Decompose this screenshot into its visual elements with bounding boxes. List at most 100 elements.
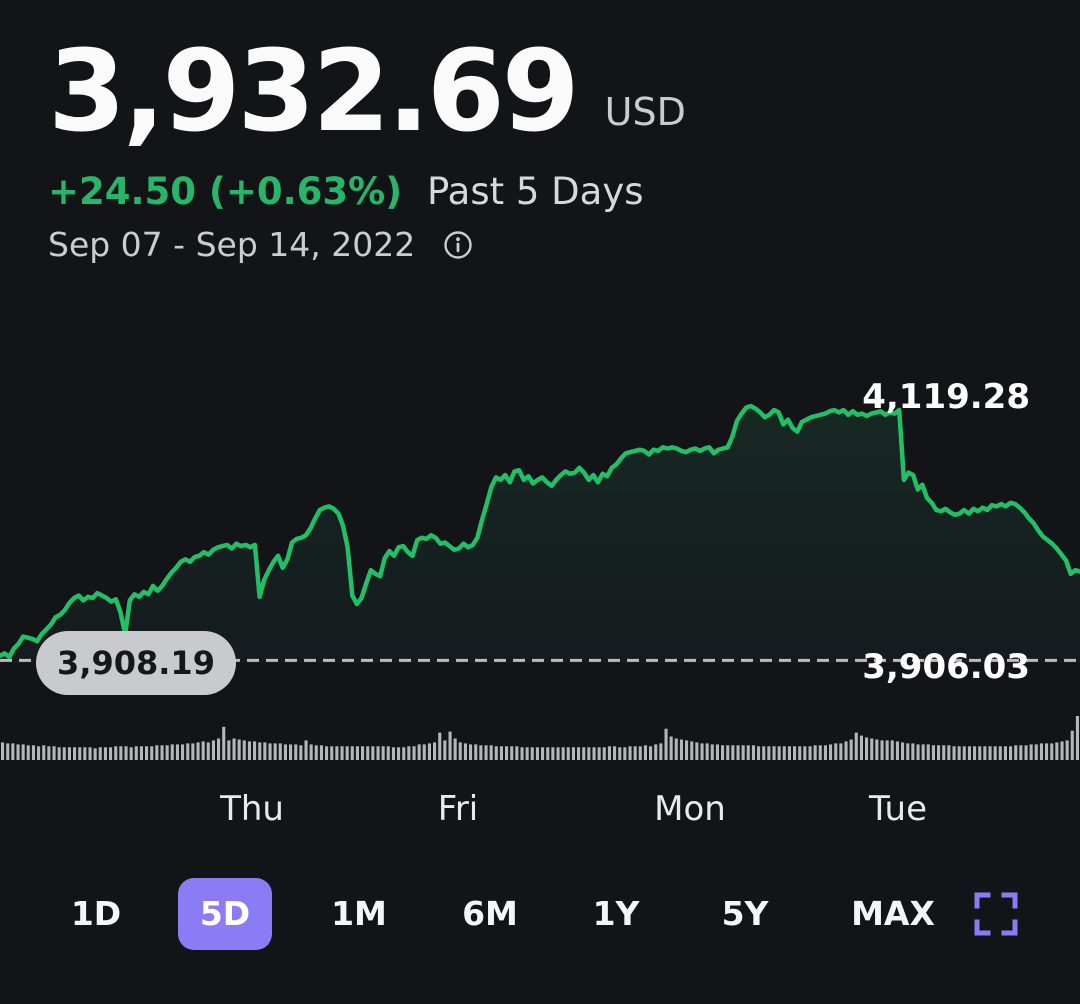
volume-bar	[823, 745, 827, 760]
date-range: Sep 07 - Sep 14, 2022	[48, 225, 416, 264]
volume-bar	[695, 742, 699, 760]
volume-bar	[906, 743, 910, 760]
volume-bar	[654, 744, 658, 760]
volume-bar	[386, 746, 390, 760]
volume-bar	[283, 744, 287, 760]
volume-bar	[973, 746, 977, 760]
volume-bar	[844, 741, 848, 760]
volume-bar	[314, 745, 318, 760]
volume-bar	[247, 741, 251, 760]
volume-bar	[427, 743, 431, 760]
volume-bar	[26, 745, 30, 760]
volume-bar	[983, 746, 987, 760]
change-row: +24.50 (+0.63%) Past 5 Days	[48, 170, 644, 213]
volume-bar	[355, 746, 359, 760]
volume-bar	[731, 745, 735, 760]
volume-bar	[530, 747, 534, 760]
volume-bar	[793, 746, 797, 760]
volume-bar	[926, 744, 930, 760]
volume-bar	[787, 746, 791, 760]
volume-bar	[865, 737, 869, 760]
volume-bar	[669, 736, 673, 760]
volume-bar	[901, 742, 905, 760]
period-5d-button[interactable]: 5D	[178, 878, 272, 950]
price-header: 3,932.69 USD	[48, 28, 686, 148]
volume-bar	[813, 745, 817, 760]
volume-bar	[957, 746, 961, 760]
volume-bar	[803, 746, 807, 760]
volume-bar	[129, 747, 133, 760]
volume-bar	[638, 746, 642, 760]
volume-bar	[294, 744, 298, 760]
low-label: 3,906.03	[862, 647, 1030, 687]
volume-bar	[273, 743, 277, 760]
volume-bar	[361, 746, 365, 760]
current-price: 3,932.69	[48, 27, 580, 157]
volume-bar	[674, 738, 678, 760]
volume-bar	[541, 747, 545, 760]
volume-bar	[551, 747, 555, 760]
volume-bar	[103, 747, 107, 760]
volume-bar	[463, 743, 467, 760]
reference-label: 3,908.19	[57, 644, 215, 682]
volume-bar	[1, 742, 5, 760]
volume-bar	[345, 746, 349, 760]
volume-bar	[602, 747, 606, 760]
volume-bar	[211, 740, 215, 760]
volume-bar	[515, 746, 519, 760]
volume-bar	[679, 739, 683, 760]
expand-icon[interactable]	[974, 892, 1018, 936]
volume-bar	[407, 746, 411, 760]
volume-bar	[1075, 716, 1079, 760]
info-icon[interactable]	[443, 230, 473, 260]
volume-bar	[587, 747, 591, 760]
volume-bar	[505, 746, 509, 760]
volume-bar	[335, 746, 339, 760]
price-chart[interactable]: 4,119.28 3,906.03 3,908.19 Thu Fri Mon T…	[0, 0, 1080, 860]
volume-bar	[242, 740, 246, 760]
volume-bar	[67, 747, 71, 760]
volume-bar	[263, 742, 267, 760]
volume-bar	[685, 740, 689, 760]
volume-bar	[895, 741, 899, 760]
period-1m-button[interactable]: 1M	[331, 894, 387, 933]
volume-bar	[751, 745, 755, 760]
volume-bar	[880, 740, 884, 760]
volume-bar	[278, 743, 282, 760]
volume-bar	[448, 731, 452, 760]
volume-bar	[854, 732, 858, 760]
volume-bar	[757, 746, 761, 760]
volume-bar	[535, 747, 539, 760]
volume-bar	[93, 748, 97, 760]
volume-bar	[1024, 745, 1028, 760]
volume-bar	[474, 744, 478, 760]
period-5y-button[interactable]: 5Y	[721, 894, 769, 933]
volume-bar	[6, 743, 10, 760]
volume-bar	[942, 745, 946, 760]
volume-bar	[937, 745, 941, 760]
price-change: +24.50 (+0.63%)	[48, 170, 403, 213]
volume-bar	[31, 745, 35, 760]
period-max-button[interactable]: MAX	[851, 894, 935, 933]
volume-bar	[412, 746, 416, 760]
period-6m-button[interactable]: 6M	[462, 894, 518, 933]
volume-bar	[613, 746, 617, 760]
period-1d-button[interactable]: 1D	[70, 894, 122, 933]
x-tick: Fri	[438, 789, 479, 829]
volume-bar	[232, 738, 236, 760]
volume-bar	[350, 746, 354, 760]
volume-bar	[659, 743, 663, 760]
volume-bar	[289, 744, 293, 760]
volume-bar	[402, 747, 406, 760]
volume-bar	[1045, 743, 1049, 760]
volume-bar	[88, 747, 92, 760]
volume-bar	[1034, 744, 1038, 760]
volume-bar	[253, 741, 257, 760]
volume-bar	[458, 742, 462, 760]
volume-bar	[741, 745, 745, 760]
volume-bar	[870, 738, 874, 760]
period-1y-button[interactable]: 1Y	[592, 894, 640, 933]
volume-bar	[371, 746, 375, 760]
volume-bar	[849, 739, 853, 760]
volume-bar	[839, 743, 843, 760]
